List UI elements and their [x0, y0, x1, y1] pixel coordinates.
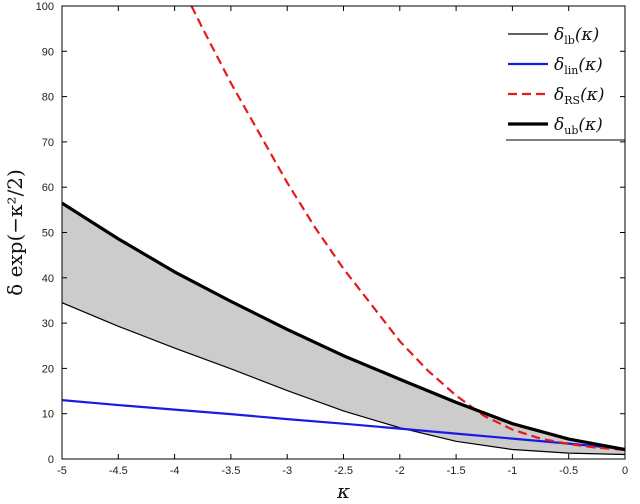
x-tick-label: -4.5 — [109, 465, 128, 477]
y-tick-label: 40 — [42, 273, 54, 285]
x-tick-label: -2 — [395, 465, 405, 477]
series-line-ub — [62, 201, 625, 452]
legend-label-rs: δRS(κ) — [554, 85, 605, 107]
y-tick-label: 90 — [42, 46, 54, 58]
y-tick-label: 50 — [42, 228, 54, 240]
series-line-lin — [62, 399, 625, 451]
legend: δlb(κ) δlin(κ) δRS(κ) δub(κ) — [506, 25, 625, 141]
y-tick-label: 100 — [36, 1, 54, 13]
series-line-lb — [62, 302, 625, 456]
ticks-layer — [61, 5, 626, 460]
x-tick-label: -2.5 — [334, 465, 353, 477]
y-axis-label: δ exp(−κ²/2) — [3, 169, 27, 296]
shaded-region — [62, 203, 625, 455]
y-tick-label: 60 — [42, 182, 54, 194]
y-tick-label: 10 — [42, 409, 54, 421]
x-tick-label: -1 — [508, 465, 518, 477]
series-line-rs — [190, 6, 625, 452]
y-tick-label: 80 — [42, 92, 54, 104]
x-tick-label: -3.5 — [221, 465, 240, 477]
x-tick-label: -0.5 — [559, 465, 578, 477]
series-layer — [62, 6, 625, 456]
x-tick-label: -1.5 — [447, 465, 466, 477]
y-tick-label: 30 — [42, 318, 54, 330]
y-tick-label: 20 — [42, 363, 54, 375]
y-tick-label: 70 — [42, 137, 54, 149]
shaded-region-layer — [62, 203, 625, 455]
x-tick-label: -3 — [282, 465, 292, 477]
legend-label-ub: δub(κ) — [554, 115, 603, 137]
x-axis-label: κ — [336, 479, 350, 503]
tick-labels-layer: -5 -4.5 -4 -3.5 -3 -2.5 -2 -1.5 -1 -0.5 0 0 10 20 30 40… — [36, 1, 628, 477]
y-tick-label: 0 — [48, 454, 54, 466]
legend-label-lb: δlb(κ) — [554, 25, 599, 47]
x-tick-label: -4 — [170, 465, 180, 477]
x-tick-label: 0 — [622, 465, 628, 477]
legend-label-lin: δlin(κ) — [554, 55, 603, 77]
x-tick-label: -5 — [57, 465, 67, 477]
